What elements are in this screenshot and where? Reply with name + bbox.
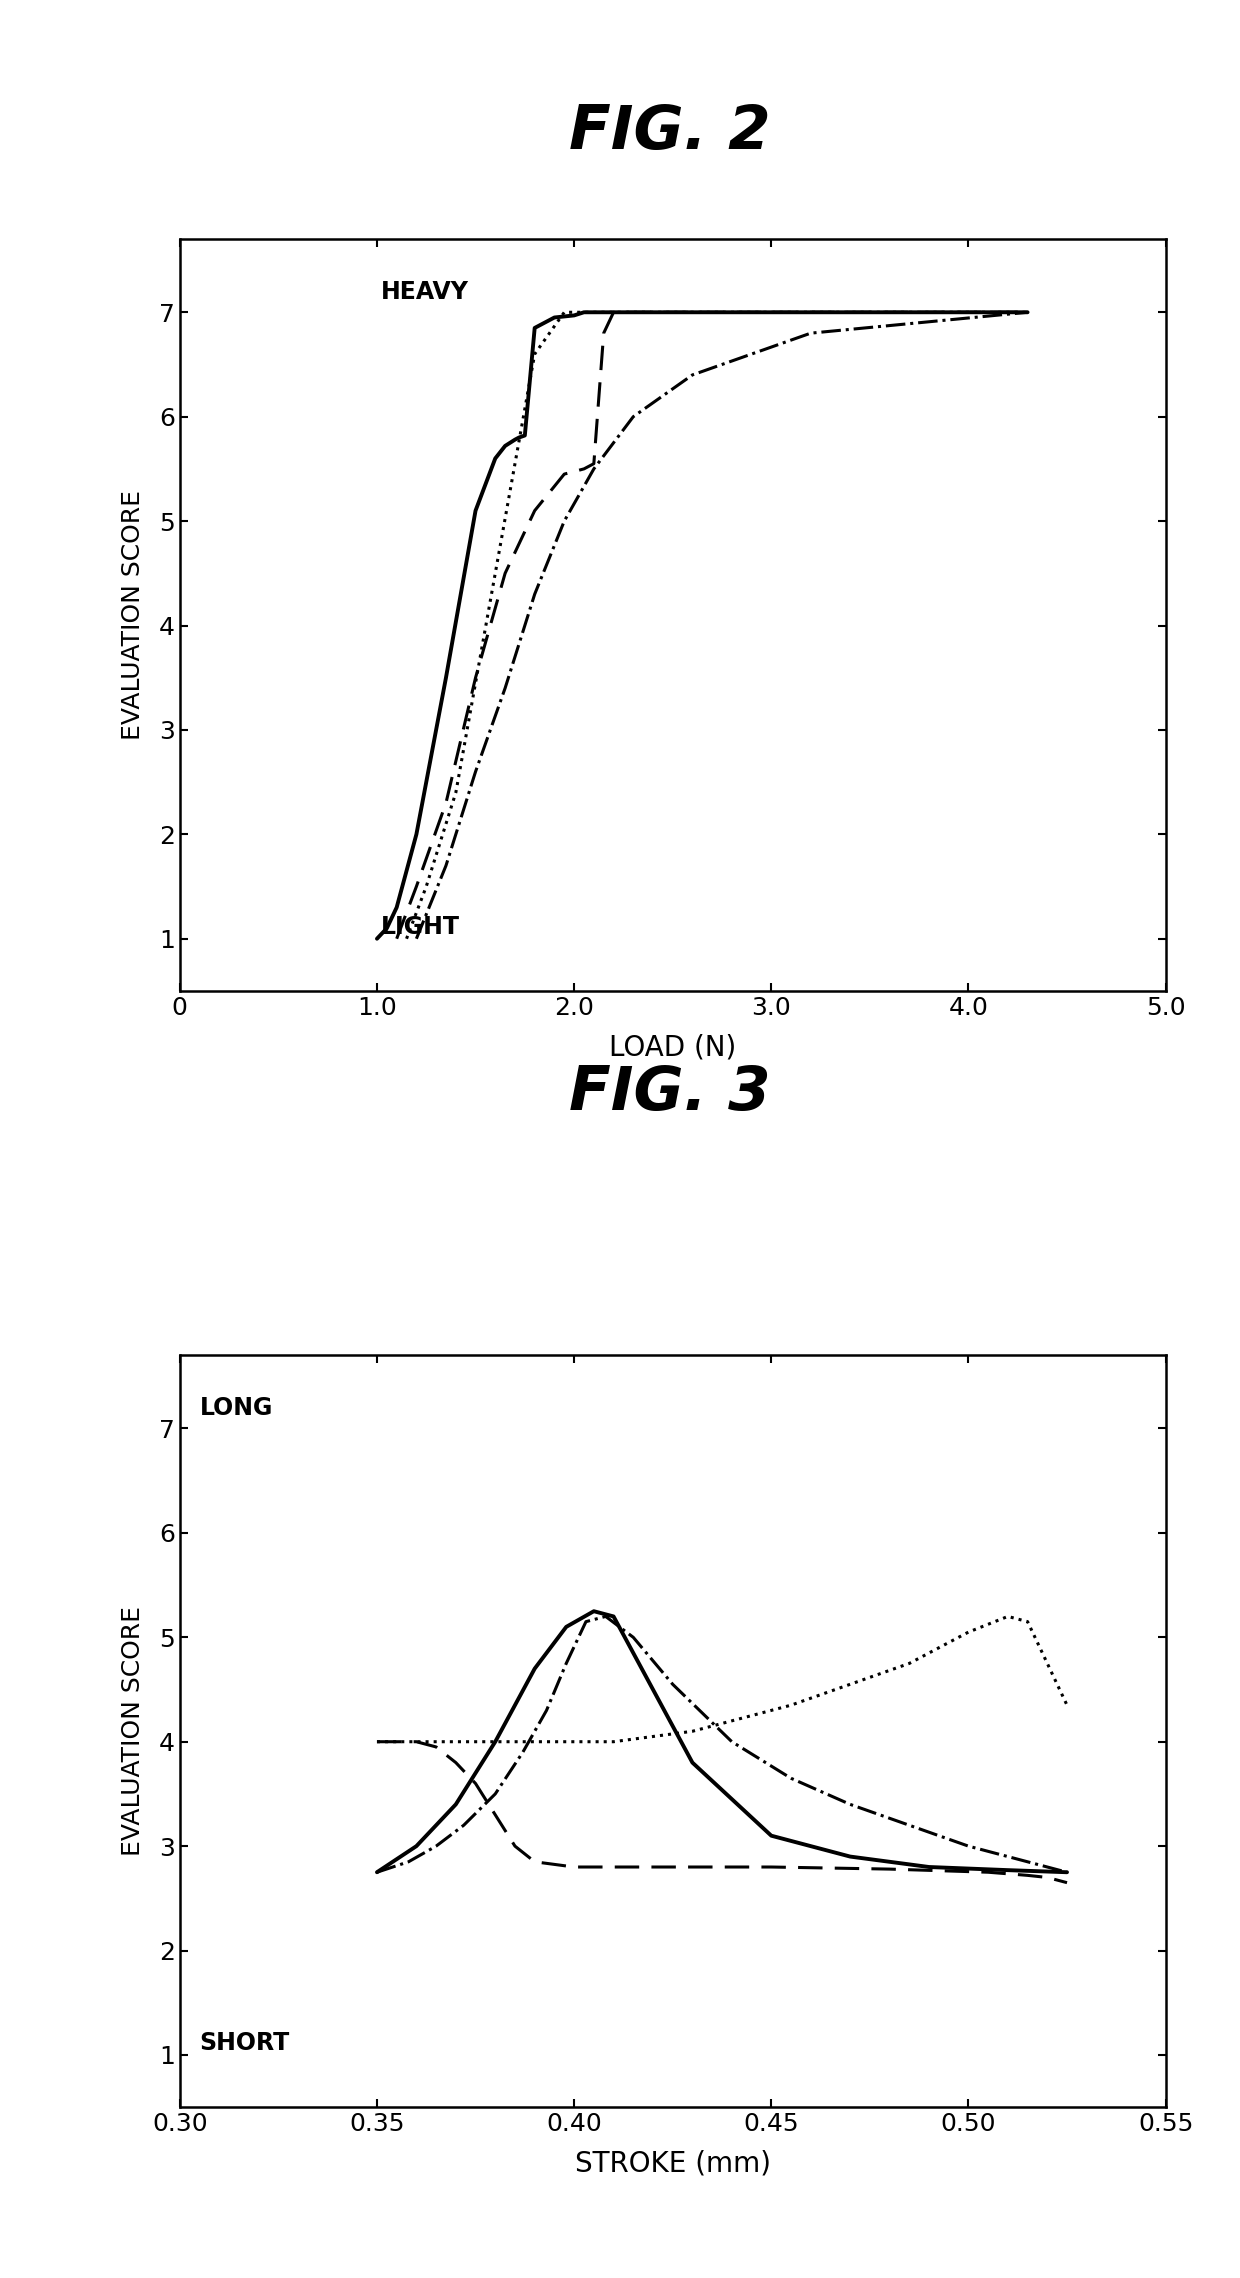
Text: HEAVY: HEAVY	[381, 280, 469, 303]
X-axis label: STROKE (mm): STROKE (mm)	[574, 2150, 771, 2178]
Text: LIGHT: LIGHT	[381, 916, 460, 939]
Text: LONG: LONG	[200, 1396, 273, 1419]
Text: FIG. 2: FIG. 2	[569, 103, 770, 162]
Text: SHORT: SHORT	[200, 2032, 290, 2055]
Y-axis label: EVALUATION SCORE: EVALUATION SCORE	[122, 490, 145, 740]
Y-axis label: EVALUATION SCORE: EVALUATION SCORE	[122, 1606, 145, 1857]
Text: FIG. 3: FIG. 3	[569, 1064, 770, 1123]
X-axis label: LOAD (N): LOAD (N)	[609, 1034, 737, 1062]
